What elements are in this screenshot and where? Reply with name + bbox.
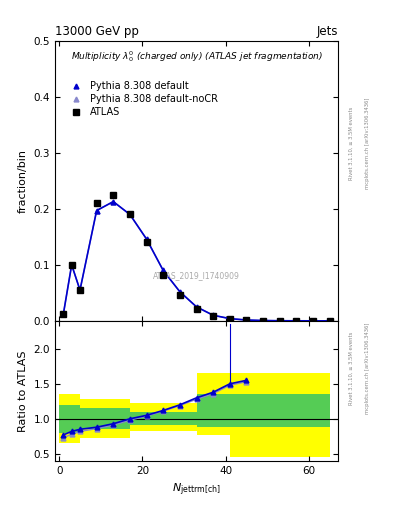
Pythia 8.308 default bbox=[194, 304, 199, 310]
Text: ATLAS_2019_I1740909: ATLAS_2019_I1740909 bbox=[153, 271, 240, 281]
Pythia 8.308 default-noCR bbox=[194, 304, 199, 310]
Legend: Pythia 8.308 default, Pythia 8.308 default-noCR, ATLAS: Pythia 8.308 default, Pythia 8.308 defau… bbox=[66, 79, 220, 119]
Pythia 8.308 default bbox=[310, 318, 315, 324]
Pythia 8.308 default bbox=[294, 318, 299, 324]
Pythia 8.308 default bbox=[144, 236, 149, 242]
Pythia 8.308 default bbox=[78, 287, 83, 293]
Pythia 8.308 default bbox=[261, 317, 265, 324]
Pythia 8.308 default bbox=[69, 262, 74, 268]
ATLAS bbox=[61, 311, 66, 317]
Line: ATLAS: ATLAS bbox=[61, 192, 332, 324]
Pythia 8.308 default-noCR bbox=[69, 262, 74, 268]
Pythia 8.308 default-noCR bbox=[94, 207, 99, 214]
ATLAS bbox=[178, 291, 182, 297]
Y-axis label: Ratio to ATLAS: Ratio to ATLAS bbox=[18, 350, 28, 432]
Pythia 8.308 default bbox=[327, 318, 332, 324]
Pythia 8.308 default-noCR bbox=[244, 317, 249, 323]
Text: Jets: Jets bbox=[316, 26, 338, 38]
Pythia 8.308 default bbox=[61, 311, 66, 317]
Pythia 8.308 default-noCR bbox=[294, 318, 299, 324]
ATLAS bbox=[78, 287, 83, 293]
Line: Pythia 8.308 default-noCR: Pythia 8.308 default-noCR bbox=[61, 199, 332, 323]
X-axis label: $N_{\mathrm{jettrm[ch]}}$: $N_{\mathrm{jettrm[ch]}}$ bbox=[172, 481, 221, 498]
Pythia 8.308 default-noCR bbox=[211, 312, 215, 318]
Pythia 8.308 default-noCR bbox=[61, 311, 66, 317]
ATLAS bbox=[194, 306, 199, 312]
Text: 13000 GeV pp: 13000 GeV pp bbox=[55, 26, 139, 38]
ATLAS bbox=[244, 317, 249, 324]
Pythia 8.308 default bbox=[228, 315, 232, 322]
ATLAS bbox=[144, 240, 149, 246]
Pythia 8.308 default bbox=[277, 317, 282, 324]
Pythia 8.308 default-noCR bbox=[327, 318, 332, 324]
ATLAS bbox=[128, 211, 132, 218]
Pythia 8.308 default bbox=[111, 199, 116, 205]
Pythia 8.308 default bbox=[128, 211, 132, 218]
Pythia 8.308 default-noCR bbox=[111, 199, 116, 205]
Text: Rivet 3.1.10, ≥ 3.5M events: Rivet 3.1.10, ≥ 3.5M events bbox=[349, 106, 354, 180]
ATLAS bbox=[161, 272, 165, 278]
ATLAS bbox=[94, 200, 99, 206]
Pythia 8.308 default-noCR bbox=[228, 315, 232, 322]
Pythia 8.308 default-noCR bbox=[161, 267, 165, 273]
Line: Pythia 8.308 default: Pythia 8.308 default bbox=[61, 199, 332, 323]
ATLAS bbox=[310, 318, 315, 324]
Y-axis label: fraction/bin: fraction/bin bbox=[18, 149, 28, 213]
ATLAS bbox=[277, 317, 282, 324]
ATLAS bbox=[228, 316, 232, 322]
Pythia 8.308 default bbox=[244, 317, 249, 323]
ATLAS bbox=[211, 313, 215, 319]
Pythia 8.308 default-noCR bbox=[261, 317, 265, 324]
Pythia 8.308 default bbox=[161, 267, 165, 273]
Pythia 8.308 default bbox=[178, 289, 182, 295]
Pythia 8.308 default-noCR bbox=[277, 317, 282, 324]
Pythia 8.308 default-noCR bbox=[128, 211, 132, 218]
ATLAS bbox=[111, 192, 116, 198]
Text: Multiplicity $\lambda_0^0$ (charged only) (ATLAS jet fragmentation): Multiplicity $\lambda_0^0$ (charged only… bbox=[70, 49, 323, 65]
Text: Rivet 3.1.10, ≥ 3.5M events: Rivet 3.1.10, ≥ 3.5M events bbox=[349, 332, 354, 406]
Pythia 8.308 default-noCR bbox=[78, 287, 83, 293]
Pythia 8.308 default-noCR bbox=[144, 236, 149, 242]
Pythia 8.308 default bbox=[94, 207, 99, 214]
Text: mcplots.cern.ch [arXiv:1306.3436]: mcplots.cern.ch [arXiv:1306.3436] bbox=[365, 323, 370, 414]
ATLAS bbox=[327, 318, 332, 324]
Pythia 8.308 default-noCR bbox=[310, 318, 315, 324]
Text: mcplots.cern.ch [arXiv:1306.3436]: mcplots.cern.ch [arXiv:1306.3436] bbox=[365, 98, 370, 189]
Pythia 8.308 default-noCR bbox=[178, 289, 182, 295]
Pythia 8.308 default bbox=[211, 312, 215, 318]
ATLAS bbox=[69, 262, 74, 268]
ATLAS bbox=[294, 318, 299, 324]
ATLAS bbox=[261, 317, 265, 324]
